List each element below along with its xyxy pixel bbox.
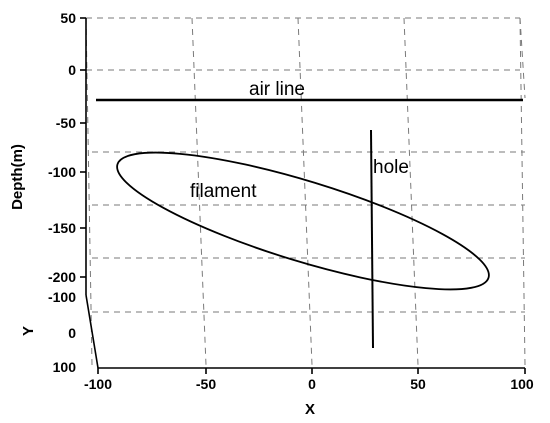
hole-line (370, 129, 374, 349)
filament-label: filament (190, 181, 257, 202)
y-tick-label: 0 (68, 325, 76, 341)
x-tick-label: 50 (410, 376, 426, 392)
z-tick-label: -100 (48, 164, 76, 180)
y-tick-label: -100 (48, 289, 76, 305)
air-line-label: air line (249, 79, 305, 100)
z-tick-label: -50 (56, 115, 76, 131)
y-tick-label: 100 (53, 359, 77, 375)
axes-frame (80, 17, 526, 374)
x-tick-labels: -100 -50 0 50 100 (84, 376, 534, 392)
z-tick-label: 0 (68, 62, 76, 78)
y-axis-title: Y (20, 326, 37, 336)
y-tick-labels: -100 0 100 (48, 289, 76, 375)
filament-ellipse (116, 151, 490, 291)
z-tick-label: 50 (60, 10, 76, 26)
z-tick-labels: 50 0 -50 -100 -150 -200 (48, 10, 76, 285)
x-tick-label: 0 (308, 376, 316, 392)
z-tick-label: -200 (48, 269, 76, 285)
grid (85, 17, 526, 366)
x-tick-label: -50 (196, 376, 216, 392)
x-tick-label: 100 (510, 376, 534, 392)
z-axis-title: Depth(m) (9, 144, 26, 210)
x-axis-title: X (305, 401, 315, 418)
x-tick-label: -100 (84, 376, 112, 392)
hole-label: hole (373, 157, 409, 178)
z-tick-label: -150 (48, 220, 76, 236)
